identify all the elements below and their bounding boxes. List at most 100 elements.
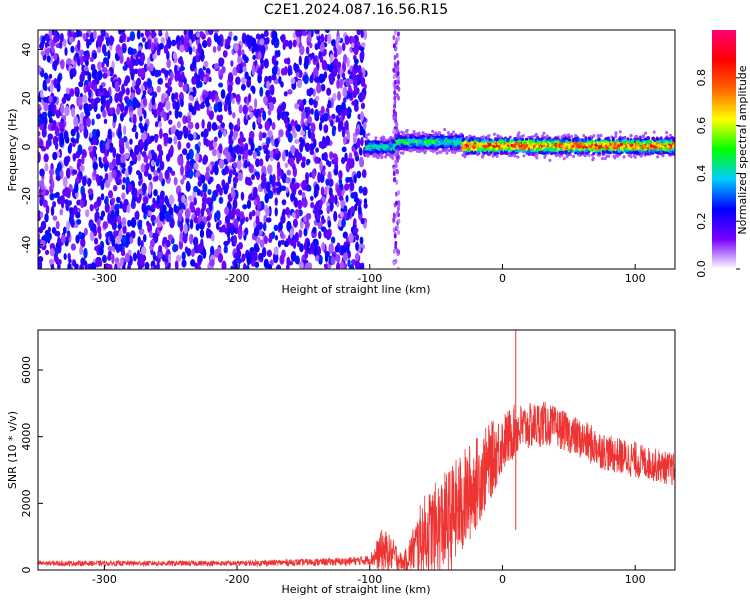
heatmap-cell [122, 47, 127, 53]
heatmap-cell [168, 86, 173, 93]
heatmap-cell [171, 39, 177, 47]
heatmap-cell [195, 151, 200, 162]
heatmap-cell [315, 147, 319, 153]
heatmap-cell [353, 58, 359, 65]
heatmap-cell [80, 257, 86, 266]
heatmap-cell [165, 239, 171, 248]
heatmap-cell [43, 115, 48, 126]
heatmap-cell [400, 139, 404, 144]
heatmap-cell [142, 96, 147, 107]
heatmap-cell [43, 102, 49, 112]
heatmap-cell [196, 188, 201, 197]
heatmap-cell [48, 117, 53, 124]
heatmap-cell [285, 263, 290, 269]
heatmap-cell [431, 140, 435, 144]
heatmap-cell [91, 145, 98, 152]
heatmap-cell [364, 153, 368, 157]
heatmap-cell [659, 136, 663, 141]
heatmap-cell [197, 243, 203, 254]
heatmap-cell [172, 51, 178, 60]
heatmap-cell [194, 100, 200, 111]
heatmap-cell [109, 233, 113, 242]
heatmap-cell [163, 44, 169, 54]
heatmap-cell [452, 130, 456, 134]
heatmap-cell [74, 52, 80, 59]
heatmap-cell [98, 231, 102, 240]
heatmap-cell [271, 55, 276, 65]
heatmap-cell [252, 251, 258, 262]
heatmap-cell [39, 168, 45, 177]
heatmap-cell [81, 154, 85, 165]
heatmap-cell [233, 130, 238, 138]
heatmap-cell [132, 252, 138, 262]
heatmap-cell [176, 120, 181, 129]
heatmap-cell [101, 67, 108, 73]
heatmap-cell [395, 136, 399, 140]
heatmap-cell [73, 116, 79, 127]
heatmap-cell [269, 156, 274, 162]
heatmap-cell [165, 153, 171, 162]
heatmap-cell [168, 110, 172, 116]
heatmap-cell [376, 155, 380, 159]
heatmap-cell [360, 102, 366, 110]
heatmap-cell [96, 219, 101, 227]
heatmap-cell [68, 258, 72, 264]
heatmap-cell [296, 36, 300, 47]
heatmap-cell [76, 30, 80, 38]
heatmap-cell [53, 53, 58, 61]
heatmap-cell [263, 235, 268, 245]
heatmap-cell [286, 57, 291, 65]
heatmap-cell [145, 162, 150, 171]
heatmap-cell [324, 135, 331, 146]
heatmap-cell [371, 141, 375, 145]
heatmap-cell [370, 148, 374, 152]
heatmap-cell [271, 231, 276, 239]
heatmap-cell [144, 83, 148, 91]
heatmap-cell [244, 227, 249, 236]
heatmap-cell [112, 184, 118, 192]
heatmap-cell [271, 121, 276, 131]
heatmap-cell [305, 220, 310, 229]
heatmap-cell [119, 257, 124, 267]
heatmap-cell [141, 246, 147, 256]
heatmap-cell [207, 90, 213, 100]
heatmap-cell [244, 142, 249, 152]
heatmap-cell [155, 158, 160, 167]
heatmap-cell [265, 181, 271, 193]
heatmap-cell [59, 120, 65, 129]
heatmap-cell [116, 215, 122, 224]
heatmap-cell [362, 186, 368, 196]
heatmap-cell [366, 144, 370, 149]
heatmap-cell [329, 53, 334, 63]
heatmap-cell [373, 152, 377, 156]
heatmap-cell [226, 151, 231, 163]
heatmap-cell [178, 57, 182, 64]
heatmap-cell [260, 181, 265, 190]
heatmap-cell [271, 74, 277, 81]
heatmap-cell [48, 73, 53, 79]
heatmap-cell [393, 79, 397, 85]
heatmap-cell [212, 46, 217, 53]
heatmap-cell [107, 49, 111, 60]
heatmap-cell [119, 112, 124, 122]
heatmap-cell [237, 241, 243, 250]
heatmap-cell [38, 139, 44, 149]
heatmap-cell [52, 35, 59, 43]
heatmap-cell [197, 80, 203, 88]
heatmap-cell [392, 217, 396, 223]
heatmap-cell [203, 60, 209, 68]
heatmap-cell [119, 200, 123, 209]
heatmap-cell [329, 75, 335, 85]
heatmap-cell [433, 146, 437, 150]
heatmap-cell [226, 231, 231, 238]
heatmap-cell [87, 145, 93, 153]
heatmap-cell [107, 128, 112, 137]
heatmap-cell [392, 248, 396, 254]
heatmap-cell [263, 58, 269, 69]
heatmap-cell [103, 51, 108, 57]
heatmap-cell [274, 197, 278, 206]
heatmap-cell [397, 229, 400, 235]
heatmap-cell [97, 46, 102, 54]
heatmap-cell [79, 245, 84, 256]
heatmap-cell [119, 144, 125, 155]
